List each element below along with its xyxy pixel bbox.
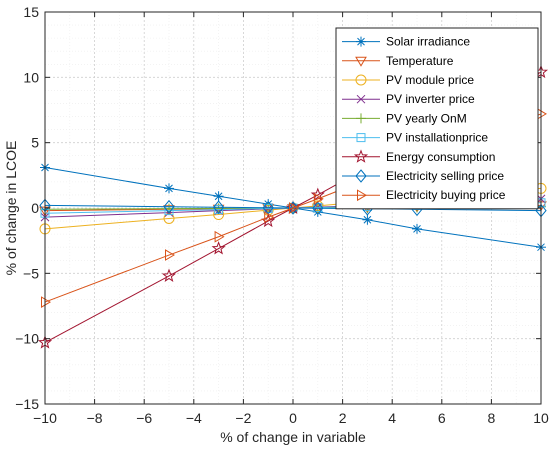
- y-axis-label: % of change in LCOE: [3, 141, 19, 276]
- legend-item: Electricity selling price: [342, 169, 504, 183]
- marker-diamond: [312, 201, 324, 216]
- marker-triangle-right: [289, 202, 299, 214]
- legend-label: Electricity buying price: [386, 188, 506, 202]
- y-tick-label: −10: [15, 331, 39, 347]
- legend-label: Energy consumption: [386, 150, 495, 164]
- legend-label: PV module price: [386, 73, 474, 87]
- marker-pentagram: [211, 241, 226, 255]
- y-tick-label: 5: [31, 135, 39, 151]
- x-tick-label: −10: [33, 410, 57, 426]
- legend-label: PV installationprice: [386, 131, 488, 145]
- marker-stroke: [165, 184, 173, 193]
- y-tick-label: 10: [23, 69, 39, 85]
- marker-stroke: [356, 94, 366, 104]
- marker-diamond: [355, 169, 367, 183]
- marker-asterisk: [412, 223, 422, 234]
- marker-pentagram: [353, 149, 369, 163]
- legend-label: PV inverter price: [386, 92, 475, 106]
- x-tick-label: −4: [186, 410, 202, 426]
- marker-x: [356, 94, 366, 104]
- x-tick-label: 4: [388, 410, 396, 426]
- legend-label: Electricity selling price: [386, 169, 504, 183]
- y-tick-label: −5: [23, 265, 39, 281]
- marker-stroke: [214, 192, 223, 201]
- marker-triangle-right: [357, 189, 367, 202]
- x-tick-label: −6: [136, 410, 152, 426]
- y-tick-label: 15: [23, 4, 39, 20]
- x-tick-label: 10: [533, 410, 549, 426]
- y-tick-label: −15: [15, 396, 39, 412]
- x-tick-label: 2: [339, 410, 347, 426]
- marker-asterisk: [362, 214, 373, 225]
- marker-circle: [355, 74, 367, 86]
- marker-triangle-right: [165, 249, 175, 261]
- legend-item: PV inverter price: [342, 92, 475, 106]
- marker-pentagram: [310, 187, 325, 201]
- marker-plus: [213, 203, 224, 214]
- marker-stroke: [357, 37, 365, 46]
- marker-diamond: [163, 199, 175, 214]
- legend-item: Solar irradiance: [342, 35, 470, 49]
- marker-asterisk: [213, 191, 224, 202]
- marker-stroke: [363, 215, 372, 224]
- marker-triangle-right: [313, 192, 324, 205]
- marker-triangle-down: [355, 56, 367, 67]
- legend-item: Temperature: [342, 54, 454, 68]
- legend-label: Solar irradiance: [386, 35, 470, 49]
- x-tick-label: −2: [235, 410, 251, 426]
- y-tick-label: 0: [31, 200, 39, 216]
- marker-asterisk: [356, 36, 366, 47]
- legend-label: Temperature: [386, 54, 454, 68]
- legend: Solar irradiance Temperature PV module pri…: [335, 27, 539, 210]
- marker-asterisk: [164, 183, 174, 194]
- marker-diamond: [212, 200, 225, 214]
- legend-item: PV module price: [342, 73, 474, 87]
- x-tick-label: 6: [438, 410, 446, 426]
- legend-item: Electricity buying price: [342, 188, 506, 202]
- x-tick-label: 8: [488, 410, 496, 426]
- marker-pentagram: [161, 268, 177, 282]
- legend-item: PV installationprice: [342, 131, 488, 145]
- x-tick-label: −8: [87, 410, 103, 426]
- marker-plus: [356, 113, 366, 124]
- marker-square: [356, 133, 366, 143]
- legend-item: Energy consumption: [342, 149, 495, 164]
- legend-item: PV yearly OnM: [342, 111, 467, 125]
- marker-stroke: [413, 225, 421, 233]
- marker-triangle-right: [214, 230, 225, 243]
- x-tick-label: 0: [289, 410, 297, 426]
- marker-triangle-right: [41, 296, 51, 308]
- x-axis-label: % of change in variable: [220, 429, 366, 445]
- marker-triangle-right: [264, 211, 275, 224]
- legend-label: PV yearly OnM: [386, 111, 467, 125]
